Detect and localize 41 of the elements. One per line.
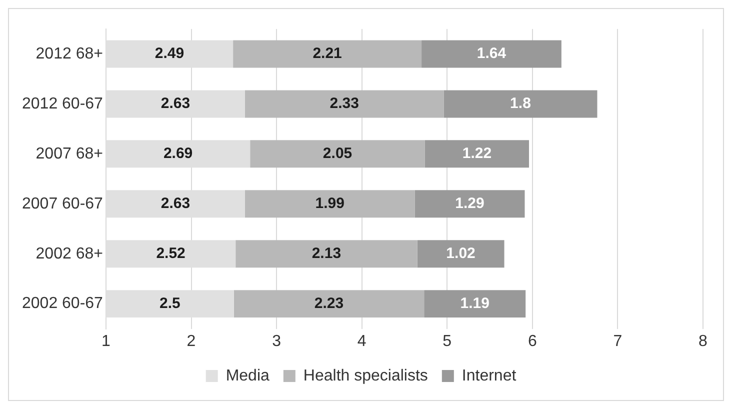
data-label: 2.23	[314, 294, 344, 312]
y-tick-label: 2007 68+	[36, 145, 103, 162]
bar	[424, 140, 530, 168]
x-tick-label: 1	[102, 332, 111, 350]
data-label: 1.02	[446, 244, 476, 262]
data-label: 2.52	[156, 244, 186, 262]
data-label: 1.99	[315, 195, 344, 212]
x-tick-label: 5	[442, 332, 452, 350]
data-label: 2.33	[330, 95, 359, 112]
y-tick-label: 2012 60-67	[22, 95, 104, 112]
x-tick-label: 2	[186, 332, 196, 350]
bar	[424, 290, 526, 318]
y-tick-label: 2007 60-67	[22, 195, 104, 212]
y-tick-label: 2012 68+	[36, 45, 103, 62]
legend-label: Internet	[462, 367, 517, 384]
bar	[422, 40, 562, 68]
legend-label: Media	[226, 367, 270, 384]
x-tick-label: 3	[272, 332, 282, 350]
data-label: 2.05	[322, 145, 352, 162]
x-tick-label: 4	[357, 332, 366, 350]
data-label: 1.8	[510, 95, 531, 112]
data-label: 1.29	[455, 195, 484, 212]
data-label: 2.63	[160, 195, 190, 212]
data-label: 2.63	[160, 95, 190, 112]
y-tick-label: 2002 68+	[36, 245, 103, 262]
bar	[414, 190, 525, 218]
data-label: 2.13	[312, 244, 342, 262]
data-label: 1.64	[476, 45, 507, 62]
y-tick-label: 2002 60-67	[22, 295, 104, 312]
data-label: 2.5	[160, 294, 180, 312]
x-tick-label: 7	[613, 332, 622, 350]
x-tick-label: 6	[528, 332, 537, 350]
bar	[444, 90, 598, 118]
bar	[417, 240, 504, 268]
data-label: 2.21	[312, 45, 342, 62]
data-label: 2.49	[154, 45, 184, 62]
data-label: 1.19	[460, 294, 490, 312]
legend-label: Health specialists	[303, 367, 428, 384]
x-tick-label: 8	[698, 332, 708, 350]
data-label: 2.69	[163, 145, 193, 162]
data-label: 1.22	[462, 145, 492, 162]
